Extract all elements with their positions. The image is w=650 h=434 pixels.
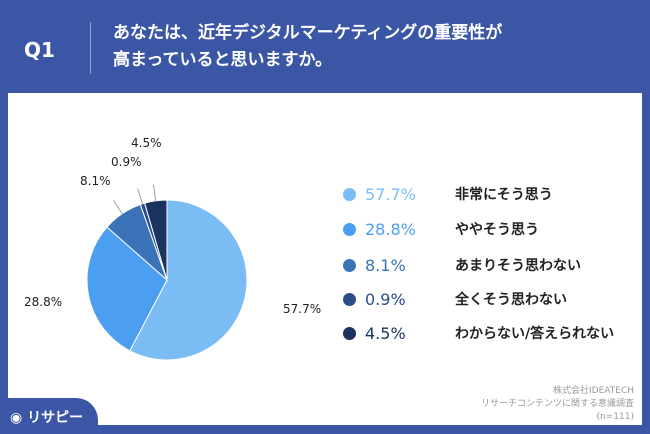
logo-text: リサピー xyxy=(27,410,84,426)
source-note: 株式会社IDEATECH リサーチコンテンツに関する意識調査 (n=111) xyxy=(481,385,634,424)
pie-label-4: 4.5% xyxy=(131,136,162,150)
legend-item: 4.5% わからない/答えられない xyxy=(343,323,614,343)
logo-tab xyxy=(0,398,98,434)
legend-label: 全くそう思わない xyxy=(455,292,567,308)
legend-item: 0.9% 全くそう思わない xyxy=(343,289,567,309)
legend-label: わからない/答えられない xyxy=(455,326,615,342)
legend-dot xyxy=(343,292,356,306)
legend-percent: 28.8% xyxy=(365,219,416,239)
legend-dot xyxy=(343,222,356,236)
legend-item: 28.8% ややそう思う xyxy=(343,219,539,239)
legend-percent: 8.1% xyxy=(365,255,406,275)
legend-percent: 57.7% xyxy=(365,184,416,204)
legend-label: あまりそう思わない xyxy=(455,258,581,274)
legend-percent: 4.5% xyxy=(365,323,406,343)
question-title: あなたは、近年デジタルマーケティングの重要性が 高まっていると思いますか。 xyxy=(113,20,633,74)
legend-percent: 0.9% xyxy=(365,289,406,309)
legend-item: 8.1% あまりそう思わない xyxy=(343,255,581,275)
source-survey: リサーチコンテンツに関する意識調査 xyxy=(480,399,634,409)
legend-dot xyxy=(343,258,356,272)
legend-label: 非常にそう思う xyxy=(455,187,553,203)
leader-line xyxy=(153,184,157,201)
legend-item: 57.7% 非常にそう思う xyxy=(343,184,553,204)
divider xyxy=(90,22,91,74)
pie-label-3: 0.9% xyxy=(111,155,142,169)
pie-label-1: 28.8% xyxy=(24,295,63,309)
leader-line xyxy=(137,188,143,204)
pie-slice-0 xyxy=(129,199,248,361)
leader-line xyxy=(112,200,123,214)
logo: ◉ リサピー xyxy=(10,410,84,426)
pie-label-0: 57.7% xyxy=(283,302,322,316)
source-company: 株式会社IDEATECH xyxy=(553,386,634,396)
pie-slice-1 xyxy=(86,226,168,352)
title-line-2: 高まっていると思いますか。 xyxy=(113,50,333,70)
source-n: (n=111) xyxy=(596,412,634,422)
pie-label-2: 8.1% xyxy=(80,174,111,188)
legend-label: ややそう思う xyxy=(455,222,539,238)
legend-dot xyxy=(343,187,356,201)
question-number: Q1 xyxy=(24,38,55,62)
legend-dot xyxy=(343,326,356,340)
title-line-1: あなたは、近年デジタルマーケティングの重要性が xyxy=(113,23,503,43)
